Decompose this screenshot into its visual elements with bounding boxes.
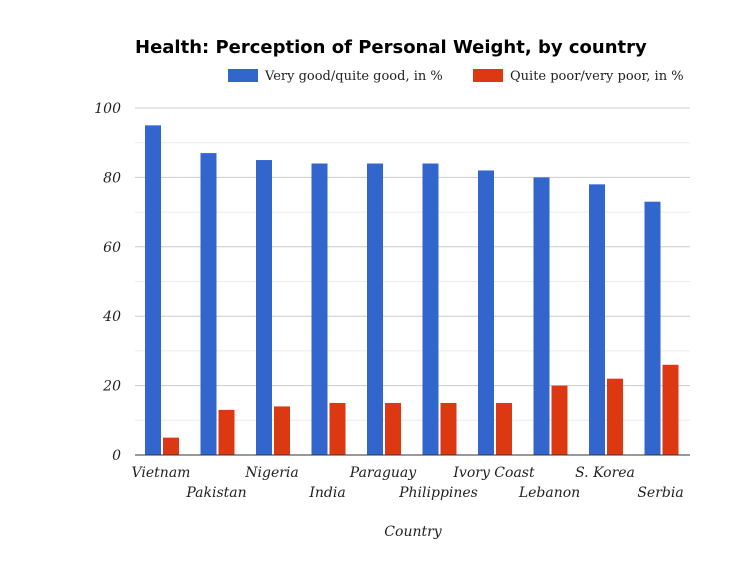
bar-poor (385, 402, 401, 455)
bar-poor (274, 406, 290, 455)
y-tick-label: 60 (103, 240, 121, 256)
bar-good (256, 160, 272, 456)
x-tick-label: Vietnam (132, 465, 191, 481)
bar-good (644, 201, 661, 455)
bar-poor (218, 409, 235, 455)
x-tick-label: Serbia (637, 485, 683, 501)
bar-good (422, 163, 439, 455)
x-tick-label: S. Korea (575, 465, 635, 481)
y-tick-label: 0 (112, 448, 121, 464)
x-tick-label: Lebanon (518, 485, 580, 501)
x-tick-label: Paraguay (349, 465, 418, 481)
bar-good (311, 163, 328, 455)
chart-title: Health: Perception of Personal Weight, b… (135, 37, 647, 58)
y-tick-label: 20 (102, 379, 121, 395)
x-tick-label: Nigeria (244, 465, 299, 481)
x-tick-label: Philippines (398, 485, 478, 501)
bar-good (145, 125, 161, 455)
bar-poor (662, 364, 679, 455)
y-tick-label: 80 (103, 170, 121, 186)
bar-poor (440, 402, 457, 455)
bar-poor (607, 378, 623, 455)
bar-poor (551, 385, 568, 455)
bar-poor (496, 402, 512, 455)
bar-poor (163, 437, 179, 455)
bar-good (200, 153, 217, 456)
x-tick-label: India (308, 485, 345, 501)
y-tick-label: 40 (102, 309, 121, 325)
bar-good (589, 184, 605, 455)
x-tick-label: Ivory Coast (452, 465, 535, 481)
y-tick-label: 100 (94, 101, 121, 117)
legend-swatch (228, 69, 258, 82)
bar-good (478, 170, 494, 455)
legend-label: Very good/quite good, in % (264, 69, 443, 84)
x-tick-label: Pakistan (185, 485, 246, 501)
bar-good (367, 163, 383, 455)
x-axis-title: Country (384, 524, 442, 540)
bar-good (533, 177, 550, 455)
legend-swatch (473, 69, 503, 82)
legend-label: Quite poor/very poor, in % (510, 69, 684, 84)
bar-poor (329, 402, 346, 455)
